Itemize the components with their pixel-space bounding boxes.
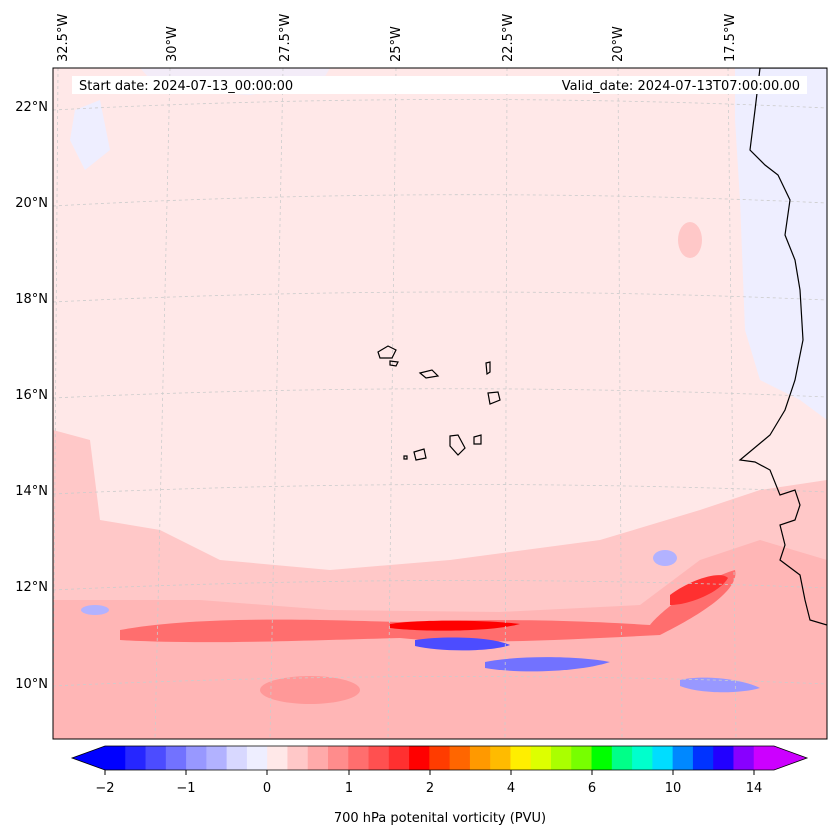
latitude-labels: 22°N 20°N 18°N 16°N 14°N 12°N 10°N xyxy=(15,100,48,692)
colorbar-segment xyxy=(165,746,187,770)
colorbar-segment xyxy=(287,746,309,770)
longitude-labels: 32.5°W 30°W 27.5°W 25°W 22.5°W 20°W 17.5… xyxy=(56,14,738,62)
colorbar-segment xyxy=(105,746,126,770)
lon-label: 20°W xyxy=(611,26,626,62)
colorbar-ticks xyxy=(104,770,755,775)
lat-label: 12°N xyxy=(15,580,48,595)
lon-label: 30°W xyxy=(165,26,180,62)
cape-verde-islands xyxy=(377,345,501,461)
colorbar-tick-label: 6 xyxy=(588,781,596,796)
pv-field-max-streak xyxy=(120,570,736,643)
colorbar-segment xyxy=(429,746,451,770)
colorbar-tick-label: 0 xyxy=(263,781,271,796)
pv-field-blob-1 xyxy=(678,222,702,258)
lon-label: 17.5°W xyxy=(723,14,738,62)
lat-label: 16°N xyxy=(15,388,48,403)
lat-label: 18°N xyxy=(15,292,48,307)
colorbar-segment xyxy=(388,746,410,770)
pv-field-low-northeast xyxy=(735,68,827,420)
colorbar-segment xyxy=(510,746,532,770)
colorbar-tick-label: 14 xyxy=(746,781,763,796)
colorbar-segment xyxy=(145,746,167,770)
colorbar-title: 700 hPa potenital vorticity (PVU) xyxy=(334,811,546,826)
colorbar-segment xyxy=(591,746,613,770)
colorbar-tick-label: −1 xyxy=(176,781,195,796)
pv-field-negative-1 xyxy=(415,637,510,651)
colorbar-segment xyxy=(186,746,207,770)
colorbar-over-arrow xyxy=(774,746,807,770)
colorbar-segment xyxy=(611,746,633,770)
colorbar-segment xyxy=(206,746,228,770)
colorbar-segment xyxy=(409,746,430,770)
gridlines xyxy=(53,68,827,739)
info-box xyxy=(72,76,807,94)
colorbar-tick-label: −2 xyxy=(95,781,114,796)
pv-field-negative-4 xyxy=(653,550,677,566)
colorbar-segments xyxy=(105,746,775,770)
colorbar-segment xyxy=(490,746,511,770)
lon-label: 27.5°W xyxy=(278,14,293,62)
pv-field-core xyxy=(390,620,520,631)
lat-label: 22°N xyxy=(15,100,48,115)
pv-field-low-northwest xyxy=(70,100,110,170)
colorbar-segment xyxy=(226,746,248,770)
colorbar-segment xyxy=(267,746,288,770)
map-panel xyxy=(53,68,827,739)
colorbar-segment xyxy=(692,746,714,770)
pv-field-negative-3 xyxy=(680,677,760,693)
colorbar-segment xyxy=(449,746,471,770)
colorbar-segment xyxy=(753,746,775,770)
colorbar: −2 −1 0 1 2 4 6 10 14 700 hPa potenital … xyxy=(70,745,809,826)
pv-field-secondary xyxy=(670,575,728,605)
pv-field-blob-2 xyxy=(260,676,360,704)
coastline-africa xyxy=(738,68,827,626)
lat-label: 20°N xyxy=(15,196,48,211)
colorbar-segment xyxy=(246,746,268,770)
lat-label: 10°N xyxy=(15,677,48,692)
colorbar-segment xyxy=(530,746,552,770)
colorbar-tick-label: 1 xyxy=(345,781,353,796)
lon-label: 25°W xyxy=(389,26,404,62)
pv-field-negative-5 xyxy=(81,605,109,615)
colorbar-segment xyxy=(713,746,734,770)
colorbar-segment xyxy=(652,746,674,770)
colorbar-tick-label: 4 xyxy=(507,781,515,796)
lon-label: 22.5°W xyxy=(501,14,516,62)
colorbar-tick-label: 2 xyxy=(426,781,434,796)
colorbar-segment xyxy=(368,746,390,770)
colorbar-segment xyxy=(632,746,653,770)
colorbar-segment xyxy=(733,746,755,770)
map-frame xyxy=(52,67,828,740)
lat-label: 14°N xyxy=(15,484,48,499)
colorbar-segment xyxy=(307,746,329,770)
start-date-text: Start date: 2024-07-13_00:00:00 xyxy=(79,79,293,94)
colorbar-under-arrow xyxy=(72,746,105,770)
pv-field-negative-2 xyxy=(485,657,610,672)
valid-date-text: Valid_date: 2024-07-13T07:00:00.00 xyxy=(562,79,800,94)
colorbar-segment xyxy=(125,746,147,770)
colorbar-tick-label: 10 xyxy=(665,781,682,796)
colorbar-segment xyxy=(551,746,572,770)
colorbar-segment xyxy=(348,746,370,770)
colorbar-segment xyxy=(672,746,694,770)
colorbar-segment xyxy=(469,746,491,770)
colorbar-segment xyxy=(328,746,349,770)
colorbar-segment xyxy=(571,746,593,770)
lon-label: 32.5°W xyxy=(56,14,71,62)
